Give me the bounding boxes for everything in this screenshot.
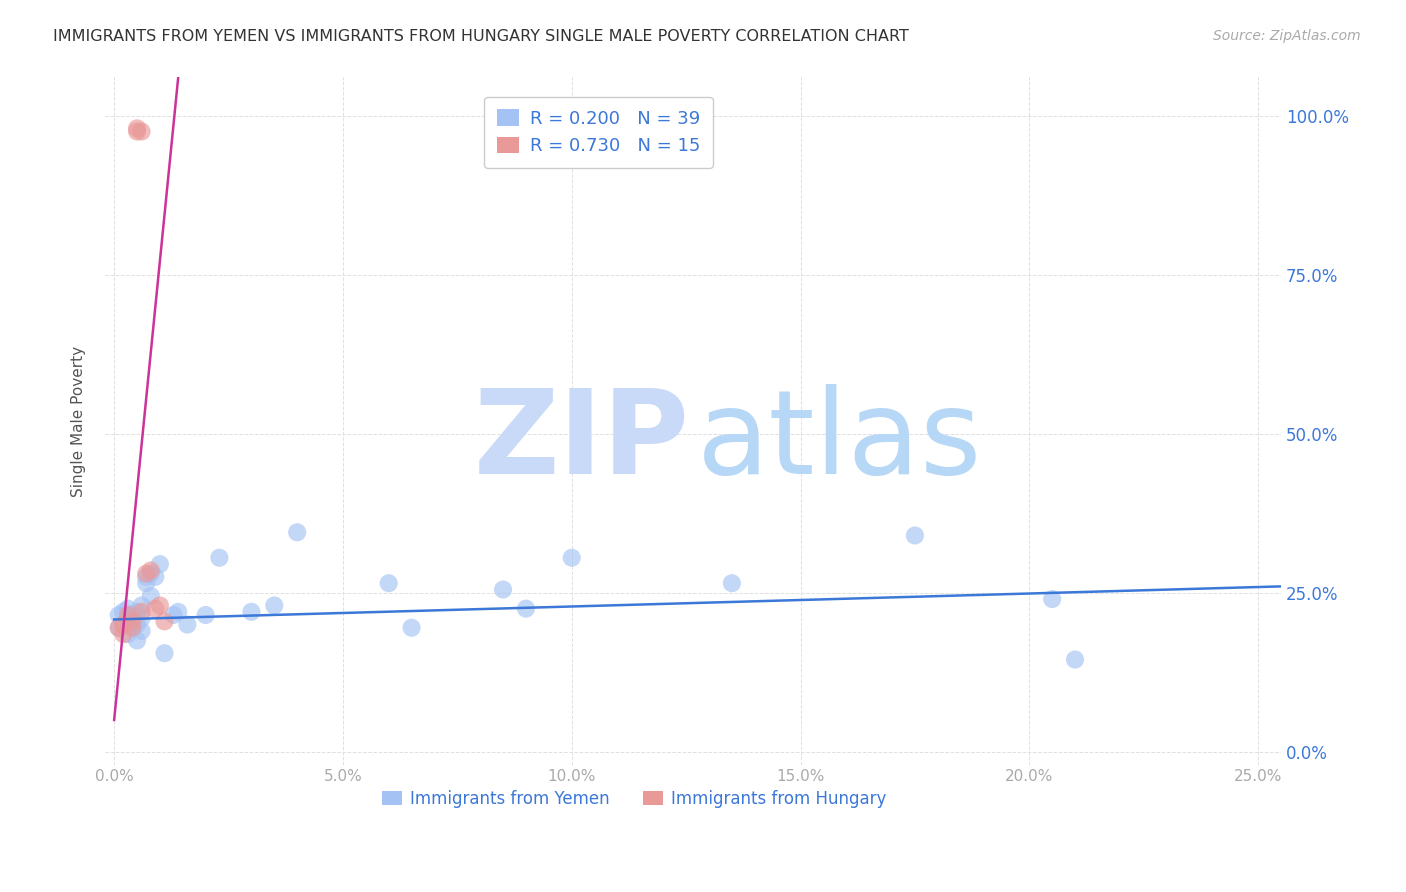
Point (208, 550, 231, 565)
Point (904, 528, 927, 542)
Point (131, 599, 153, 613)
Point (125, 121, 148, 136)
Point (121, 615, 143, 629)
Point (125, 617, 148, 632)
Point (721, 576, 744, 591)
Point (167, 605, 190, 619)
Point (131, 605, 153, 619)
Point (153, 646, 176, 660)
Y-axis label: Single Male Poverty: Single Male Poverty (72, 345, 86, 497)
Point (139, 589, 162, 603)
Point (515, 601, 537, 615)
Point (112, 617, 135, 632)
Point (135, 576, 157, 591)
Point (139, 566, 162, 581)
Point (112, 627, 135, 641)
Point (377, 576, 399, 591)
Text: atlas: atlas (696, 384, 981, 500)
Point (125, 605, 148, 619)
Point (149, 599, 172, 613)
Point (401, 621, 423, 635)
Point (176, 617, 198, 632)
Point (117, 611, 139, 625)
Point (285, 525, 308, 540)
Point (107, 607, 129, 622)
Point (240, 605, 263, 619)
Point (131, 624, 153, 638)
Point (1040, 592, 1063, 607)
Text: ZIP: ZIP (474, 384, 689, 500)
Point (121, 621, 143, 635)
Point (107, 621, 129, 635)
Point (131, 611, 153, 625)
Text: Source: ZipAtlas.com: Source: ZipAtlas.com (1213, 29, 1361, 43)
Legend: Immigrants from Yemen, Immigrants from Hungary: Immigrants from Yemen, Immigrants from H… (375, 783, 893, 814)
Point (135, 570, 157, 584)
Point (143, 601, 166, 615)
Point (135, 566, 157, 581)
Point (492, 582, 515, 597)
Point (121, 621, 143, 635)
Point (125, 124, 148, 138)
Point (194, 607, 217, 622)
Point (162, 607, 184, 622)
Point (112, 617, 135, 632)
Point (125, 633, 148, 648)
Point (1064, 652, 1087, 666)
Point (107, 621, 129, 635)
Point (112, 605, 135, 619)
Point (143, 570, 166, 584)
Point (117, 627, 139, 641)
Point (153, 615, 176, 629)
Point (561, 550, 583, 565)
Point (149, 557, 172, 571)
Point (131, 124, 153, 138)
Point (139, 564, 162, 578)
Point (117, 601, 139, 615)
Text: IMMIGRANTS FROM YEMEN VS IMMIGRANTS FROM HUNGARY SINGLE MALE POVERTY CORRELATION: IMMIGRANTS FROM YEMEN VS IMMIGRANTS FROM… (53, 29, 910, 44)
Point (121, 607, 143, 622)
Point (117, 607, 139, 622)
Point (263, 599, 285, 613)
